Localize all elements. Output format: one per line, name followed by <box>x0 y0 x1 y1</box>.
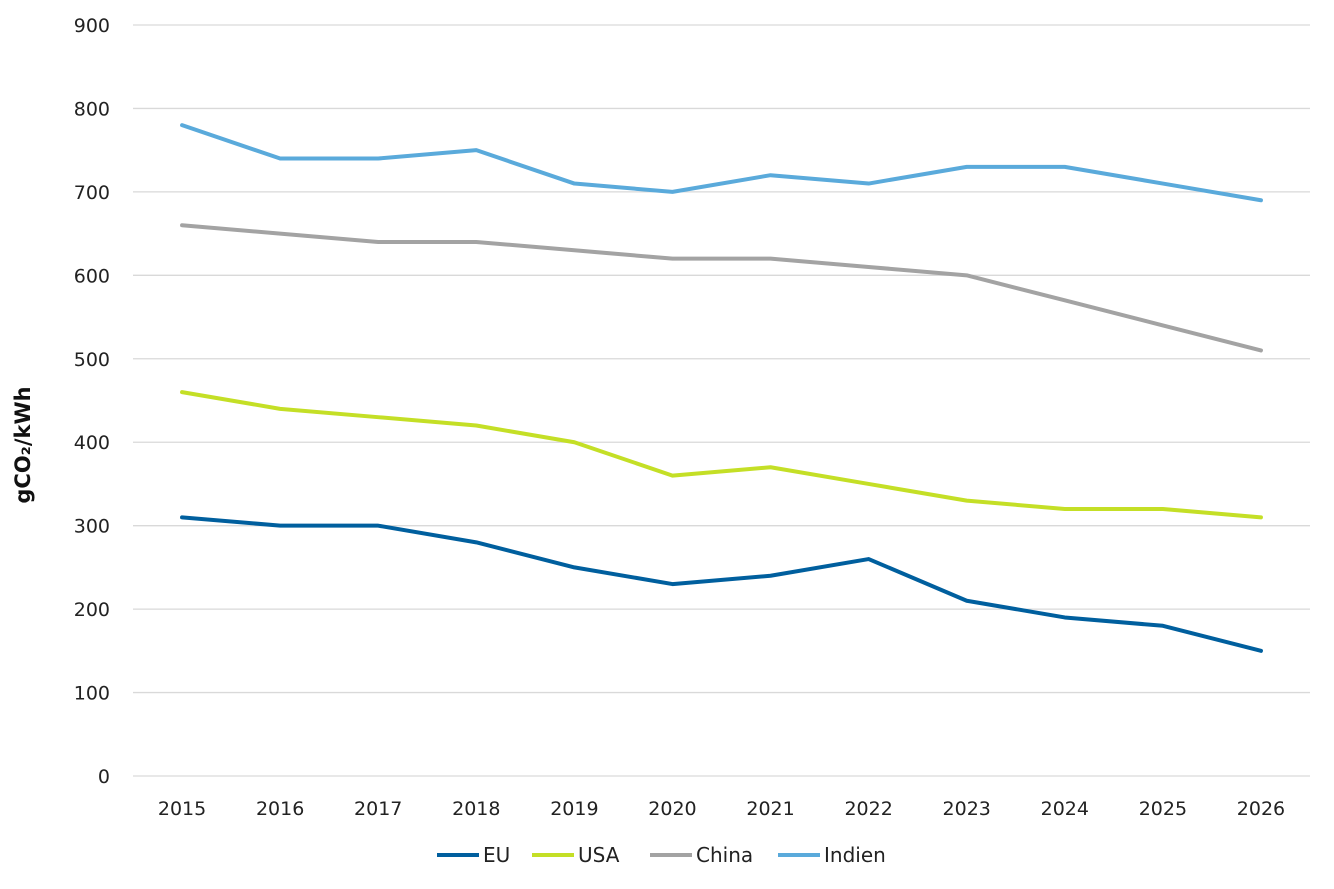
y-tick-label: 100 <box>74 683 110 705</box>
x-tick-label: 2026 <box>1237 798 1285 820</box>
x-tick-label: 2017 <box>354 798 402 820</box>
y-tick-label: 400 <box>74 432 110 454</box>
y-tick-label: 600 <box>74 265 110 287</box>
y-tick-label: 200 <box>74 599 110 621</box>
x-tick-label: 2022 <box>844 798 892 820</box>
y-tick-label: 700 <box>74 182 110 204</box>
x-tick-label: 2018 <box>452 798 500 820</box>
series-line-eu <box>180 515 1263 653</box>
gridlines <box>133 24 1310 777</box>
x-tick-label: 2025 <box>1139 798 1187 820</box>
legend-label-indien: Indien <box>824 843 886 867</box>
x-tick-label: 2019 <box>550 798 598 820</box>
legend: EU USA China Indien <box>437 843 886 867</box>
x-tick-label: 2015 <box>158 798 206 820</box>
x-tick-label: 2023 <box>943 798 991 820</box>
y-axis-label: gCO₂/kWh <box>11 386 35 503</box>
y-axis-ticks: 0 100 200 300 400 500 600 700 800 900 <box>74 15 110 788</box>
series-line-china <box>180 223 1263 353</box>
x-tick-label: 2024 <box>1041 798 1089 820</box>
y-tick-label: 300 <box>74 516 110 538</box>
x-axis-ticks: 2015 2016 2017 2018 2019 2020 2021 2022 2023 2024… <box>158 798 1285 820</box>
y-tick-label: 900 <box>74 15 110 37</box>
x-tick-label: 2020 <box>648 798 696 820</box>
y-tick-label: 500 <box>74 349 110 371</box>
series-line-indien <box>180 123 1263 203</box>
y-tick-label: 0 <box>98 766 110 788</box>
y-tick-label: 800 <box>74 98 110 120</box>
series-line-usa <box>180 390 1263 520</box>
series-lines <box>180 123 1263 653</box>
legend-label-eu: EU <box>483 843 510 867</box>
legend-label-usa: USA <box>578 843 620 867</box>
legend-label-china: China <box>696 843 753 867</box>
x-tick-label: 2021 <box>746 798 794 820</box>
x-tick-label: 2016 <box>256 798 304 820</box>
